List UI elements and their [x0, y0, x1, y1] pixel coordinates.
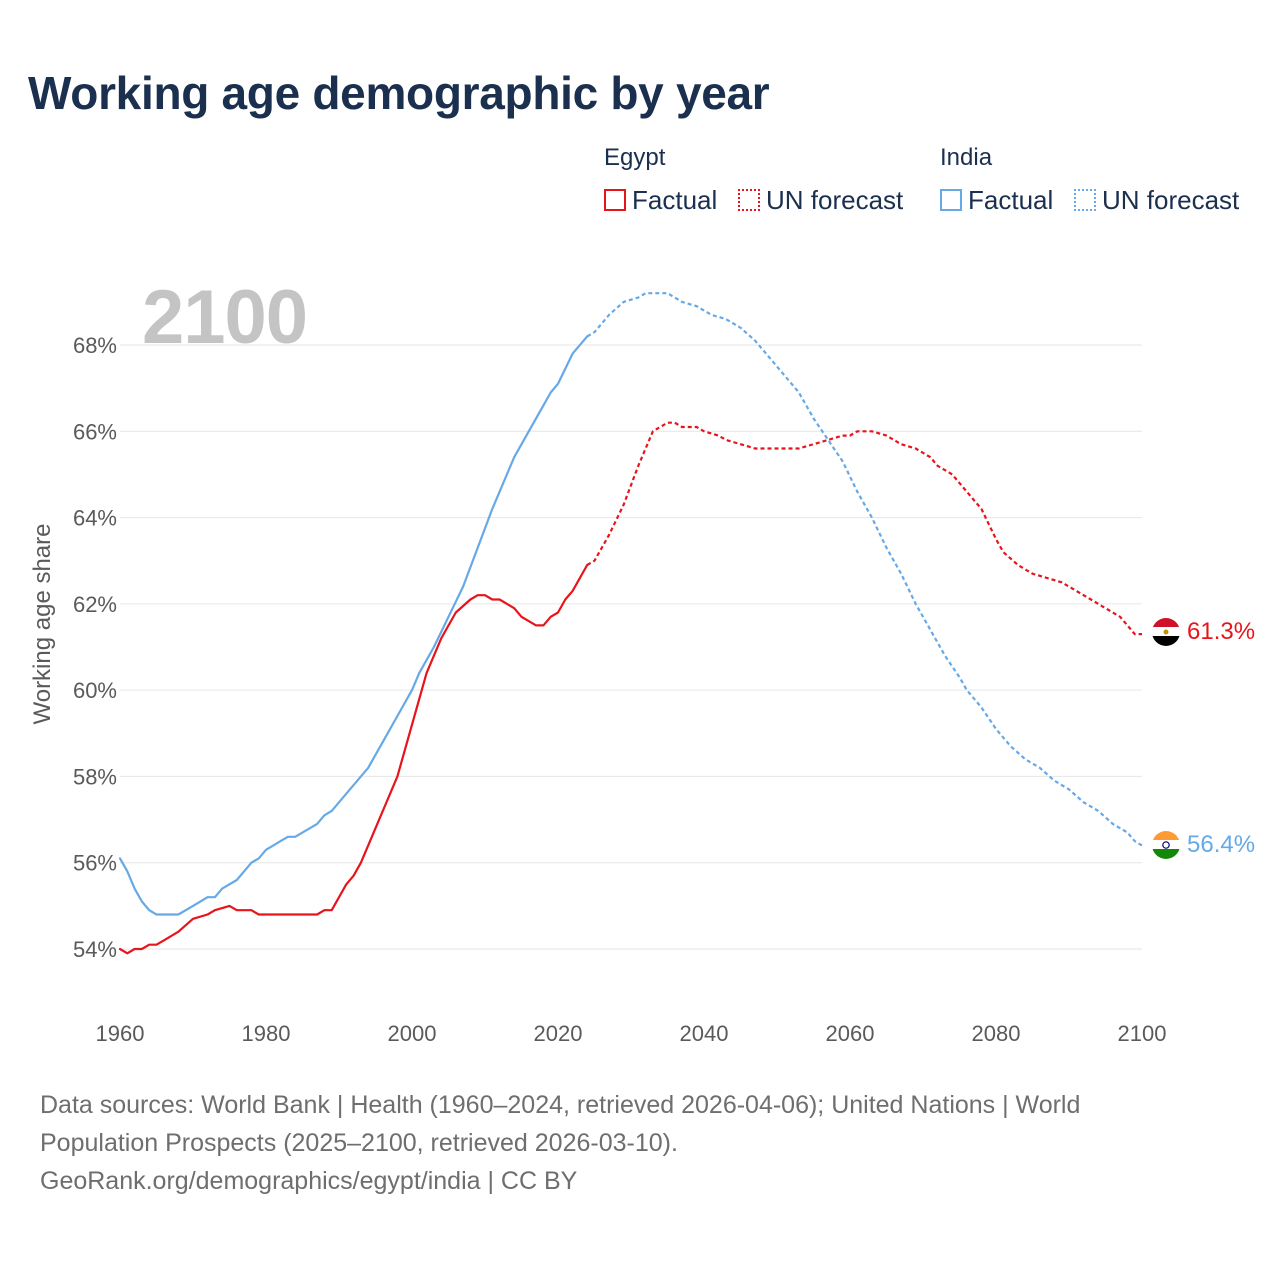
egypt-end-label: 61.3%	[1187, 618, 1255, 645]
legend-swatch-india-forecast	[1074, 189, 1096, 211]
footer: Data sources: World Bank | Health (1960–…	[40, 1086, 1220, 1200]
series-layer	[118, 292, 1143, 955]
legend-label-egypt-forecast: UN forecast	[766, 184, 904, 215]
y-tick-label: 60%	[73, 678, 117, 703]
legend-india-factual[interactable]: Factual	[940, 185, 1053, 215]
y-tick-label: 54%	[73, 937, 117, 962]
y-tick-label: 64%	[73, 506, 117, 531]
x-tick-label: 1960	[96, 1021, 145, 1046]
egypt-factual-line[interactable]	[118, 563, 589, 955]
legend-label-india-factual: Factual	[968, 184, 1054, 215]
legend-india-forecast[interactable]: UN forecast	[1074, 185, 1239, 215]
footer-credit[interactable]: GeoRank.org/demographics/egypt/india | C…	[40, 1167, 578, 1195]
y-tick-label: 66%	[73, 419, 117, 444]
legend-group-egypt: Egypt	[604, 144, 666, 171]
legend-group-india: India	[940, 144, 993, 171]
grid-layer: 54% 56% 58% 60% 62% 64% 66% 68% 1960 1980 2000 2020…	[73, 333, 1167, 1046]
legend-swatch-india-factual	[940, 189, 962, 211]
x-tick-label: 2060	[826, 1021, 875, 1046]
x-tick-label: 2040	[680, 1021, 729, 1046]
legend-swatch-egypt-forecast	[738, 189, 760, 211]
y-tick-label: 68%	[73, 333, 117, 358]
india-end-marker	[1152, 831, 1180, 859]
legend-label-egypt-factual: Factual	[632, 184, 718, 215]
x-tick-label: 2000	[388, 1021, 437, 1046]
x-tick-label: 2080	[972, 1021, 1021, 1046]
footer-sources-line2: Population Prospects (2025–2100, retriev…	[40, 1129, 678, 1157]
year-display: 2100	[142, 275, 307, 360]
egypt-flag-icon	[1152, 618, 1180, 646]
egypt-forecast-line[interactable]	[586, 421, 1142, 636]
y-tick-label: 62%	[73, 592, 117, 617]
india-flag-icon	[1152, 831, 1180, 859]
chart-title: Working age demographic by year	[28, 67, 770, 119]
x-tick-label: 2020	[534, 1021, 583, 1046]
india-forecast-line[interactable]	[586, 292, 1143, 847]
x-tick-label: 1980	[242, 1021, 291, 1046]
india-factual-line[interactable]	[118, 335, 589, 916]
legend-egypt-forecast[interactable]: UN forecast	[738, 185, 903, 215]
y-axis-label: Working age share	[29, 524, 56, 725]
legend-swatch-egypt-factual	[604, 189, 626, 211]
egypt-end-marker	[1152, 618, 1180, 646]
legend-label-india-forecast: UN forecast	[1102, 184, 1240, 215]
y-tick-label: 56%	[73, 851, 117, 876]
x-tick-label: 2100	[1118, 1021, 1167, 1046]
india-end-label: 56.4%	[1187, 831, 1255, 858]
chart-area: 54% 56% 58% 60% 62% 64% 66% 68% 1960 1980 2000 2020…	[29, 275, 1255, 1046]
footer-sources-line1: Data sources: World Bank | Health (1960–…	[40, 1091, 1081, 1119]
legend-egypt-factual[interactable]: Factual	[604, 185, 717, 215]
y-tick-label: 58%	[73, 764, 117, 789]
